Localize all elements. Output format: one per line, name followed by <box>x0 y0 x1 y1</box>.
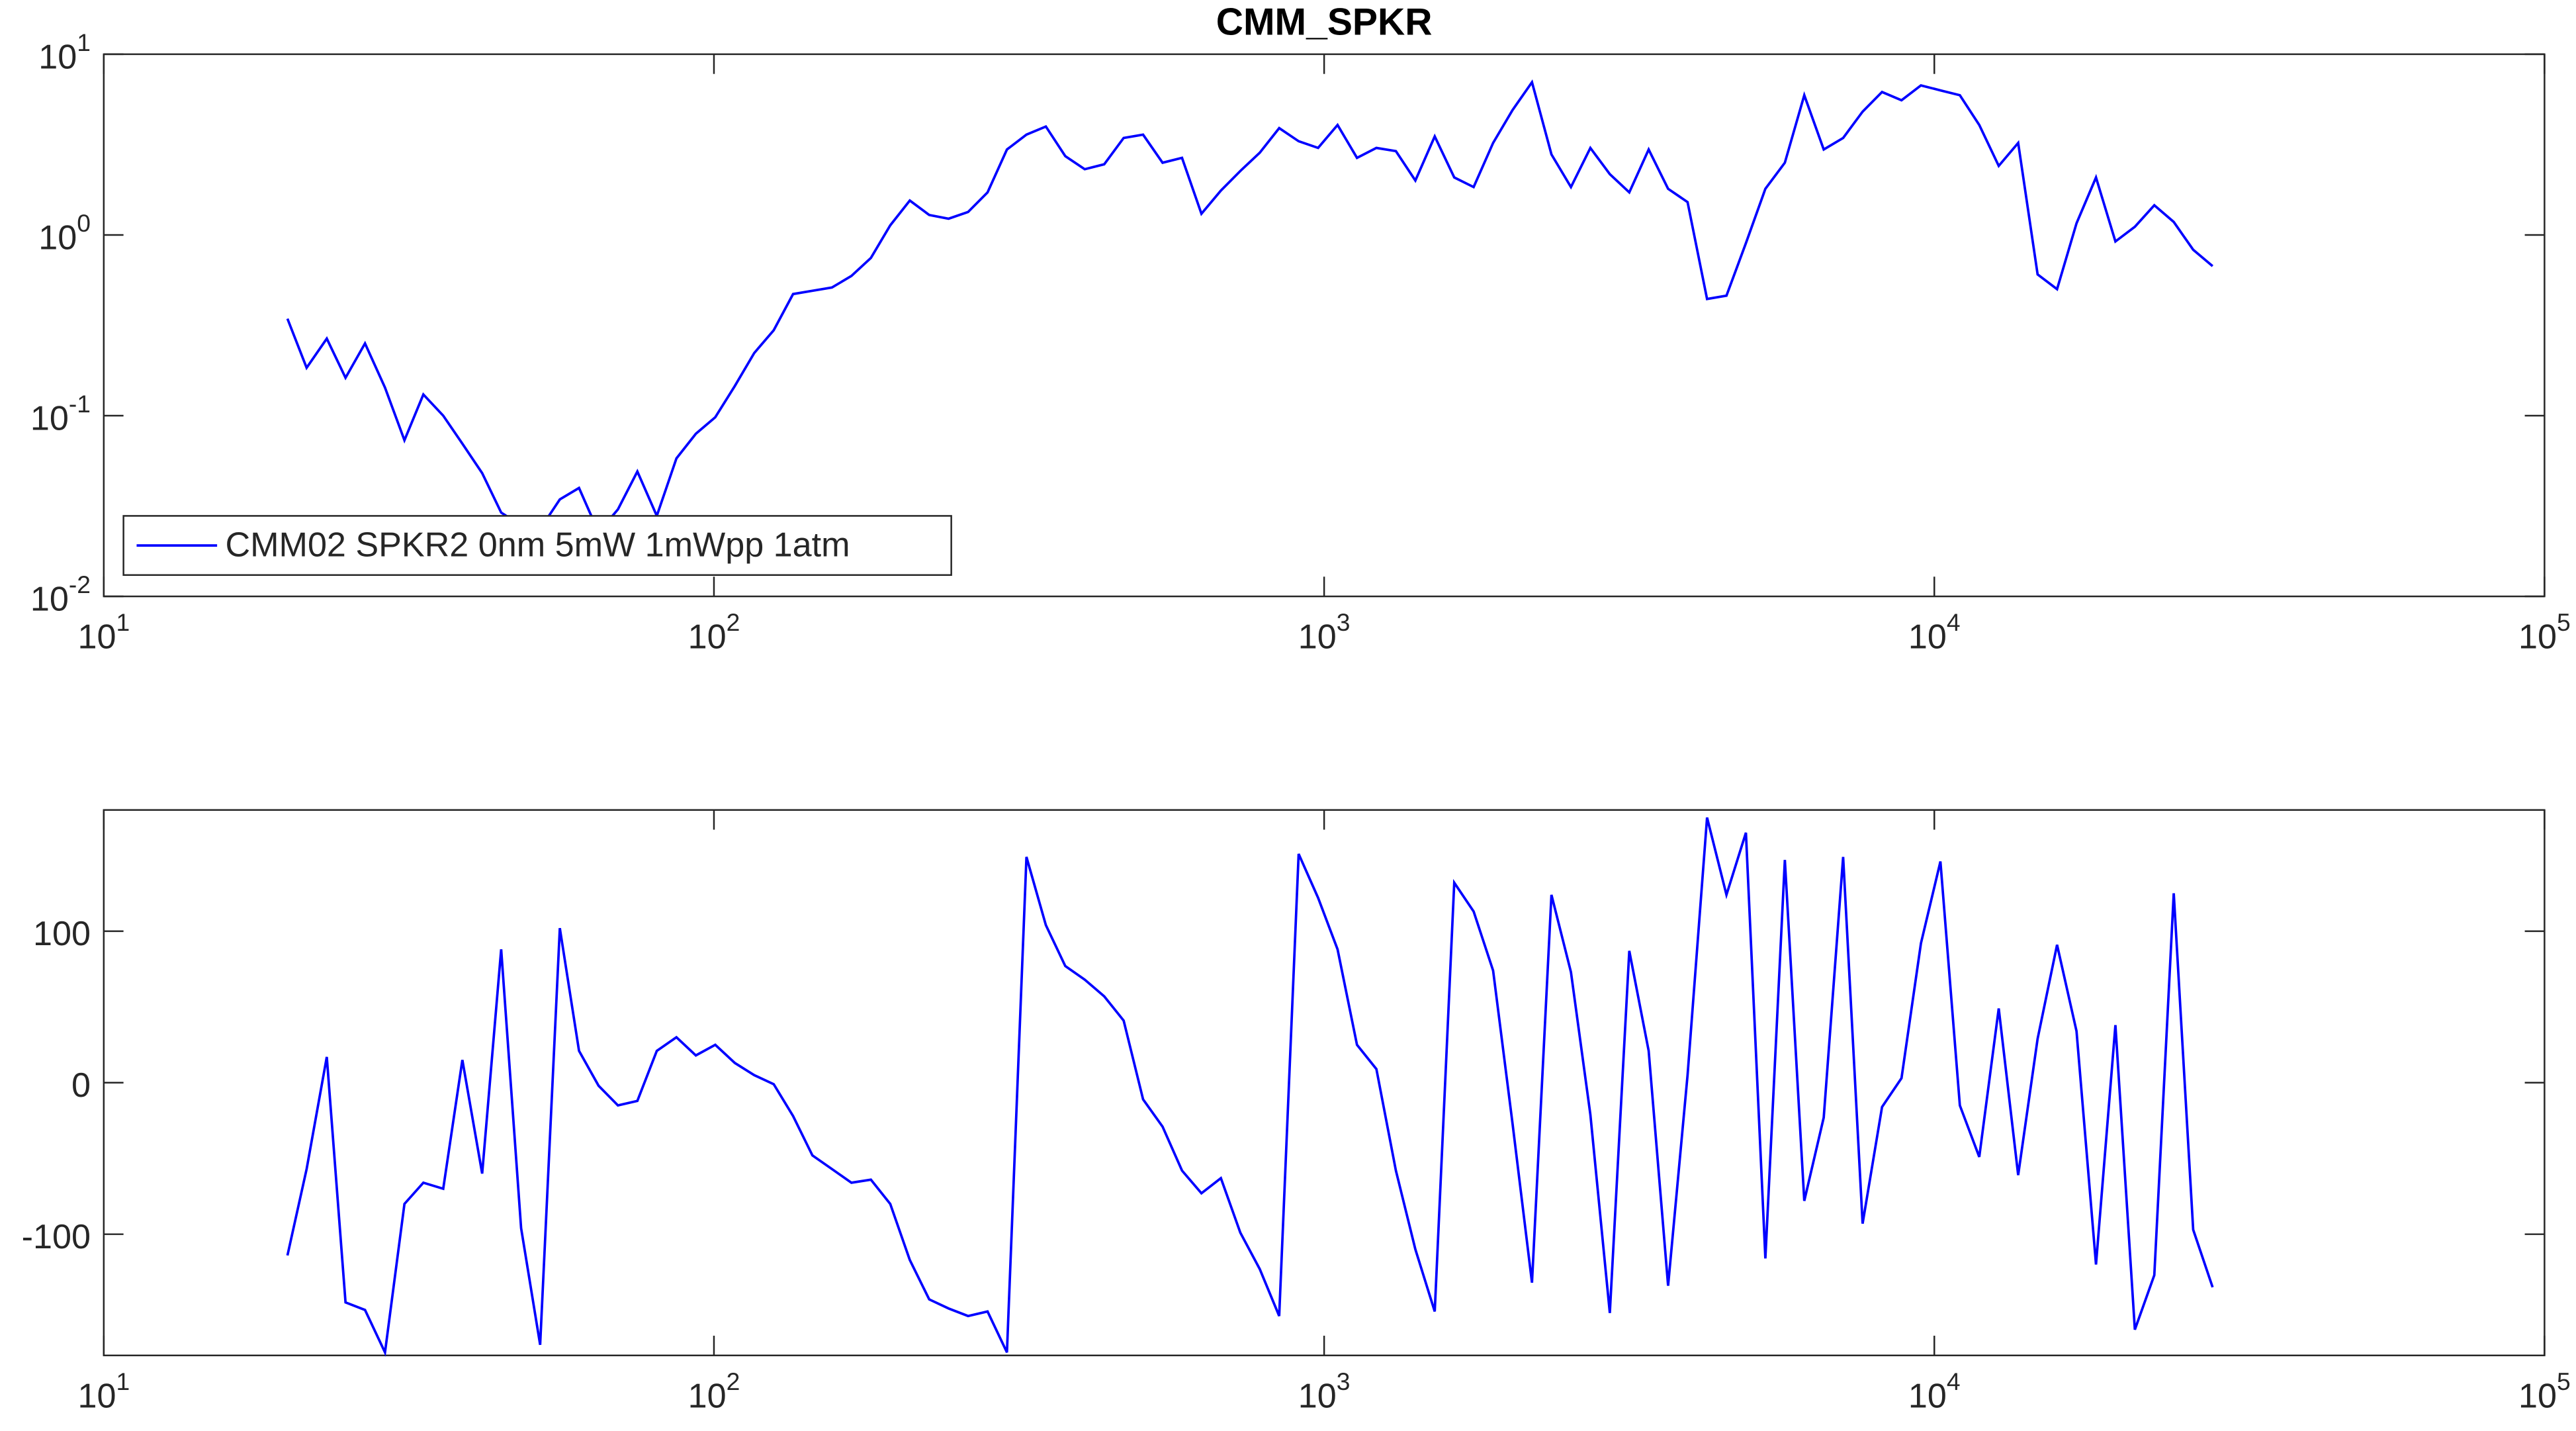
legend-box <box>122 515 952 577</box>
axes-box <box>103 53 2546 598</box>
y-tick-label: 10-2 <box>30 571 91 618</box>
y-tick-label: -100 <box>22 1218 91 1256</box>
x-tick-label: 104 <box>1908 608 1961 656</box>
x-tick-label: 103 <box>1298 1367 1351 1415</box>
x-tick-label: 101 <box>77 608 130 656</box>
chart-title: CMM_SPKR <box>1216 1 1433 43</box>
y-tick-label: 0 <box>71 1066 91 1105</box>
x-tick-label: 103 <box>1298 608 1351 656</box>
x-tick-label: 101 <box>77 1367 130 1415</box>
data-line <box>286 817 2214 1357</box>
x-tick-label: 102 <box>688 1367 740 1415</box>
x-tick-label: 105 <box>2518 1367 2571 1415</box>
legend-label: CMM02 SPKR2 0nm 5mW 1mWpp 1atm <box>226 526 850 564</box>
x-tick-label: 102 <box>688 608 740 656</box>
axes-box <box>103 809 2546 1357</box>
y-tick-label: 100 <box>38 209 91 257</box>
x-tick-label: 104 <box>1908 1367 1961 1415</box>
x-tick-label: 105 <box>2518 608 2571 656</box>
y-tick-label: 10-1 <box>30 390 91 438</box>
y-tick-label: 101 <box>38 28 91 76</box>
y-tick-label: 100 <box>33 915 91 953</box>
